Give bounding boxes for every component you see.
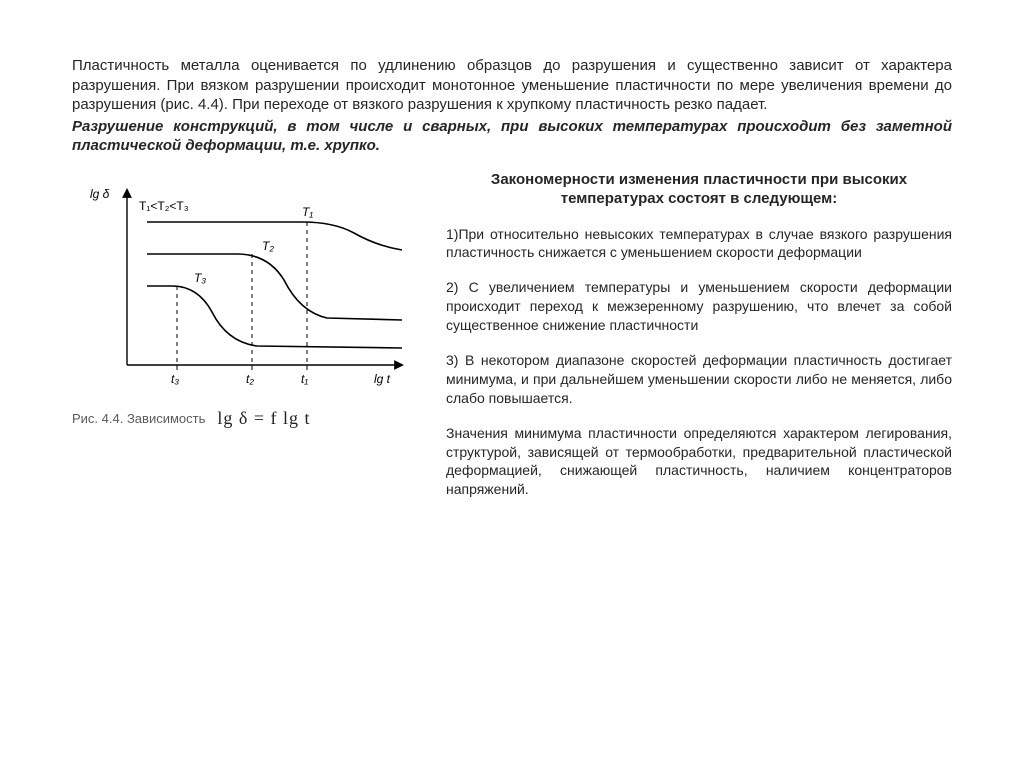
plasticity-chart: lg δ lg t T₁<T₂<T₃ T₁ T₂ T₃ t₃ t₂ t₁ (72, 170, 422, 400)
list-item: 3) В некотором диапазоне скоростей дефор… (446, 351, 952, 408)
svg-text:t₃: t₃ (171, 372, 179, 386)
list-item: Значения минимума пластичности определяю… (446, 424, 952, 500)
svg-text:T₂: T₂ (262, 239, 274, 253)
list-item: 1)При относительно невысоких температура… (446, 225, 952, 263)
svg-text:lg δ: lg δ (90, 187, 110, 201)
figure-caption: Рис. 4.4. Зависимость (72, 411, 205, 426)
svg-text:T₃: T₃ (194, 271, 206, 285)
svg-text:T₁: T₁ (302, 205, 313, 219)
svg-text:T₁<T₂<T₃: T₁<T₂<T₃ (139, 199, 189, 213)
section-heading: Закономерности изменения пластичности пр… (446, 170, 952, 209)
svg-text:t₁: t₁ (301, 372, 308, 386)
figure-formula: lg δ = f lg t (217, 408, 310, 429)
svg-text:t₂: t₂ (246, 372, 254, 386)
intro-paragraph: Пластичность металла оценивается по удли… (72, 56, 952, 115)
emphasis-paragraph: Разрушение конструкций, в том числе и св… (72, 117, 952, 156)
svg-text:lg t: lg t (374, 372, 391, 386)
list-item: 2) С увеличением температуры и уменьшени… (446, 278, 952, 335)
